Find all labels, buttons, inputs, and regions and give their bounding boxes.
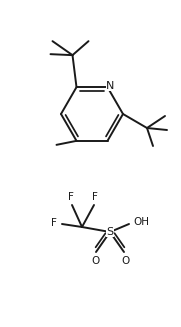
Text: F: F: [68, 192, 74, 202]
Text: O: O: [121, 256, 129, 266]
Text: O: O: [91, 256, 99, 266]
Text: F: F: [51, 218, 57, 228]
Text: OH: OH: [133, 217, 149, 227]
Text: N: N: [106, 81, 115, 91]
Text: S: S: [106, 227, 113, 237]
Text: F: F: [92, 192, 98, 202]
